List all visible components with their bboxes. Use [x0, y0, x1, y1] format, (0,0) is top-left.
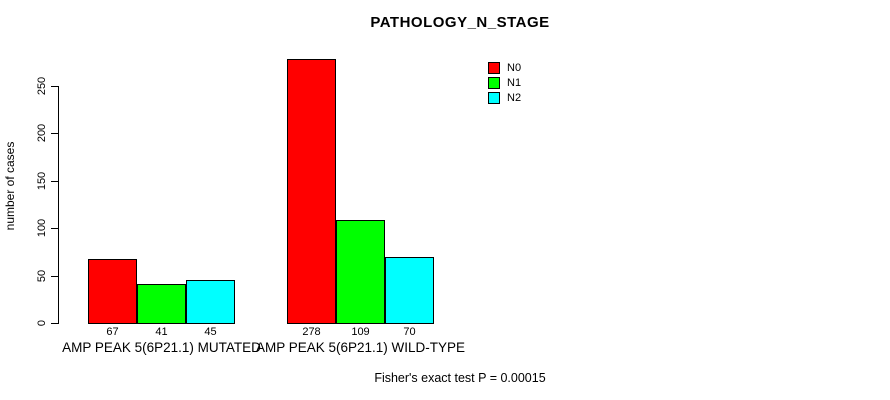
legend-label-n2: N2 — [507, 92, 522, 104]
bar-value-label: 41 — [155, 326, 168, 338]
bar-value-label: 45 — [204, 326, 217, 338]
bar-value-label: 70 — [403, 326, 416, 338]
y-axis-line — [58, 86, 59, 324]
y-tick-label: 200 — [36, 123, 48, 143]
legend: N0 N1 N2 — [488, 61, 521, 106]
group-label: AMP PEAK 5(6P21.1) MUTATED — [62, 340, 261, 355]
bar-n1-group1 — [137, 284, 186, 324]
legend-item-n0: N0 — [488, 61, 521, 75]
bar-n2-group2 — [385, 257, 434, 324]
chart-title: PATHOLOGY_N_STAGE — [370, 14, 550, 31]
y-tick — [51, 276, 59, 277]
legend-label-n1: N1 — [507, 77, 522, 89]
legend-item-n1: N1 — [488, 76, 521, 90]
y-axis-label: number of cases — [3, 141, 17, 231]
y-tick-label: 100 — [36, 218, 48, 238]
legend-label-n0: N0 — [507, 62, 522, 74]
bar-n1-group2 — [336, 220, 385, 324]
y-tick-label: 150 — [36, 171, 48, 191]
legend-item-n2: N2 — [488, 91, 521, 105]
y-tick-label: 0 — [36, 319, 48, 327]
bar-value-label: 278 — [302, 326, 321, 338]
bar-n0-group1 — [88, 259, 137, 324]
legend-swatch-n2 — [488, 92, 500, 104]
y-tick-label: 250 — [36, 76, 48, 96]
y-tick — [51, 86, 59, 87]
y-tick — [51, 133, 59, 134]
y-tick — [51, 323, 59, 324]
fisher-test-annotation: Fisher's exact test P = 0.00015 — [374, 371, 546, 385]
bar-n2-group1 — [186, 280, 235, 324]
y-tick — [51, 228, 59, 229]
y-tick — [51, 181, 59, 182]
group-label: AMP PEAK 5(6P21.1) WILD-TYPE — [255, 340, 466, 355]
bar-value-label: 109 — [351, 326, 370, 338]
legend-swatch-n0 — [488, 62, 500, 74]
bar-value-label: 67 — [106, 326, 119, 338]
legend-swatch-n1 — [488, 77, 500, 89]
y-tick-label: 50 — [36, 269, 48, 283]
bar-n0-group2 — [287, 59, 336, 324]
